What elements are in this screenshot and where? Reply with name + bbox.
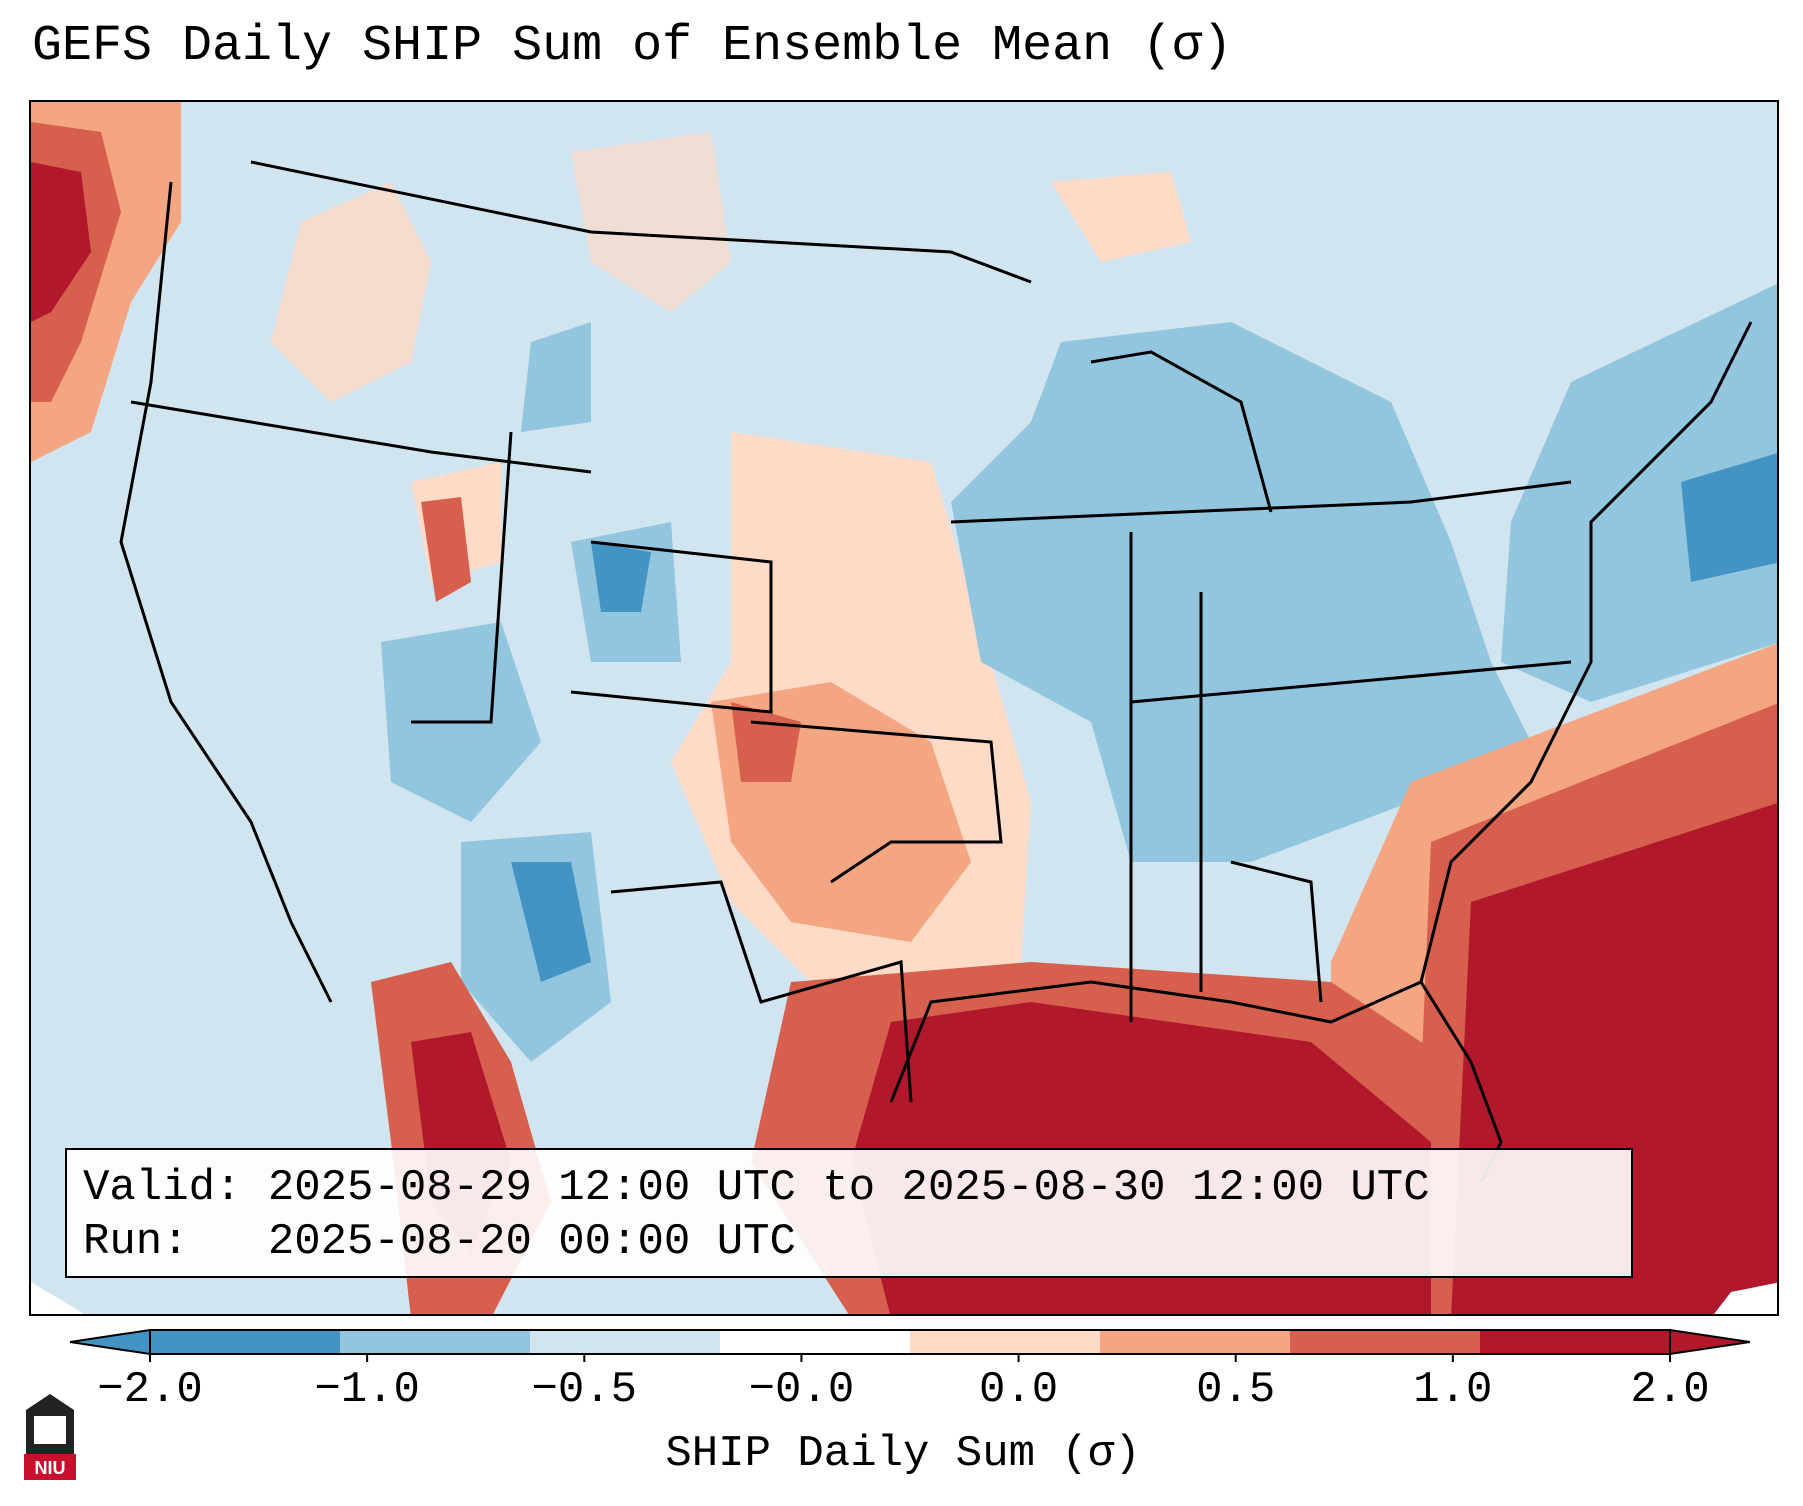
colorbar-extend-low	[70, 1328, 151, 1356]
canada-border	[250, 160, 1032, 284]
colorbar-tick-label: 2.0	[1630, 1365, 1710, 1415]
colorbar-outline	[149, 1329, 1671, 1355]
colorbar-segment	[530, 1330, 721, 1354]
pnw-extreme-area	[31, 162, 91, 322]
run-time-text: Run: 2025-08-20 00:00 UTC	[83, 1217, 796, 1267]
colorbar-segment	[340, 1330, 531, 1354]
state-line-georgia	[1230, 860, 1323, 1003]
colorbar-segment	[150, 1330, 341, 1354]
atlantic-blue	[1501, 283, 1777, 702]
midwest-east-blue	[951, 322, 1531, 862]
logo-window	[34, 1416, 66, 1444]
colorbar-ticks	[149, 1354, 1671, 1362]
ship-map	[31, 102, 1777, 1314]
colorbar-tick-label: 0.0	[978, 1365, 1059, 1415]
colorado-strong-blue	[591, 542, 651, 612]
off-domain-corner-right	[1714, 1282, 1777, 1314]
colorbar-tick-label: −0.5	[531, 1365, 638, 1415]
state-line-oregon	[130, 400, 592, 474]
border-lines	[119, 160, 1753, 1183]
state-line-oklahoma	[750, 720, 1003, 884]
atlantic-strong-blue	[1681, 453, 1777, 582]
colorbar-segment	[910, 1330, 1101, 1354]
niu-logo: NIU	[24, 1394, 76, 1480]
west-pink-patch	[271, 182, 431, 402]
utah-strong-patch	[421, 497, 471, 602]
great-lakes-outline	[1090, 350, 1273, 513]
colorbar-label: SHIP Daily Sum (σ)	[665, 1429, 1141, 1479]
texas-outline	[610, 880, 913, 1103]
colorbar	[70, 1328, 1750, 1362]
colorbar-tick-label: 1.0	[1413, 1365, 1493, 1415]
state-line-midwest	[950, 480, 1572, 524]
mexico-strong-blue	[511, 862, 591, 982]
west-coastline	[119, 181, 333, 1003]
logo-text: NIU	[35, 1458, 66, 1478]
gulf-coastline	[889, 980, 1422, 1103]
map-title: GEFS Daily SHIP Sum of Ensemble Mean (σ)	[32, 18, 1233, 75]
colorbar-segment	[1100, 1330, 1291, 1354]
logo-badge	[24, 1454, 76, 1480]
colorbar-tick-label: −2.0	[97, 1365, 203, 1415]
state-line-colorado	[570, 540, 773, 714]
colorbar-tick-label: −0.0	[748, 1365, 855, 1415]
colorbar-tick-label: −1.0	[314, 1365, 420, 1415]
wyoming-blue	[521, 322, 591, 432]
valid-run-infobox: Valid: 2025-08-29 12:00 UTC to 2025-08-3…	[65, 1148, 1633, 1278]
valid-time-text: Valid: 2025-08-29 12:00 UTC to 2025-08-3…	[83, 1163, 1430, 1213]
colorbar-tick-label: 0.5	[1196, 1365, 1276, 1415]
colorbar-segments	[150, 1330, 1671, 1354]
panhandle-strong	[731, 702, 801, 782]
ontario-pink	[1051, 172, 1191, 262]
state-line-tennessee	[1130, 660, 1572, 704]
montana-pink	[571, 132, 731, 312]
colorbar-segment	[720, 1330, 911, 1354]
colorbar-extend-high	[1669, 1328, 1750, 1356]
map-panel	[29, 100, 1779, 1316]
east-coastline	[1419, 321, 1753, 983]
colorbar-segment	[1480, 1330, 1671, 1354]
colorbar-segment	[1290, 1330, 1481, 1354]
state-line-utah	[411, 431, 513, 724]
